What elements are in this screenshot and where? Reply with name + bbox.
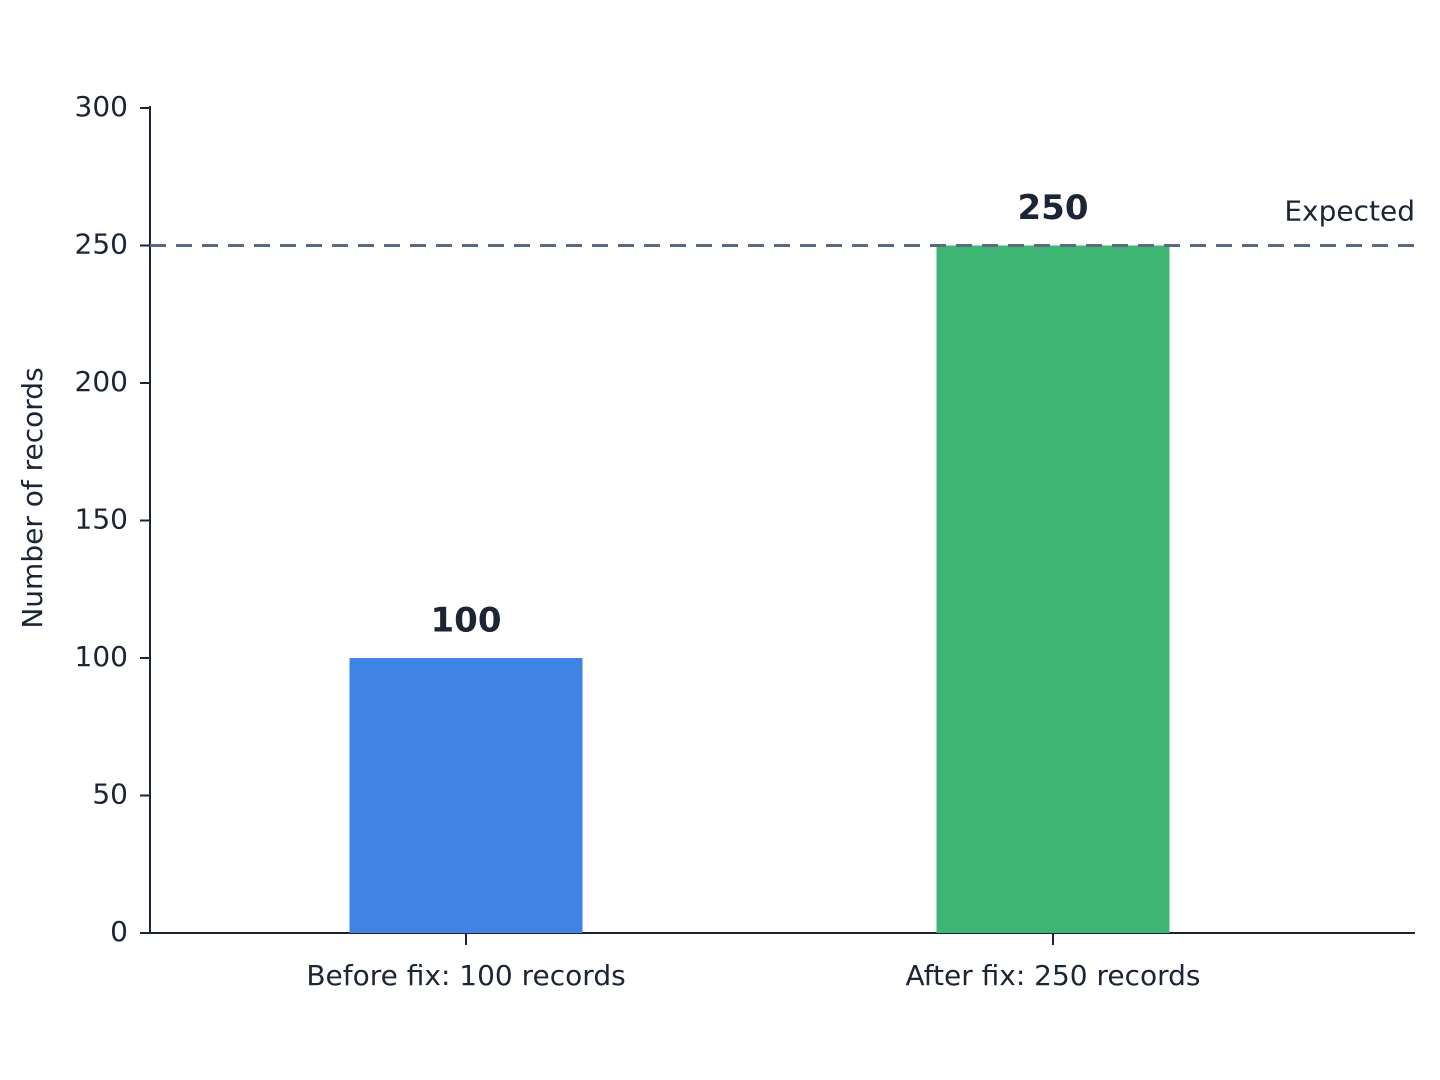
y-axis-label: Number of records (16, 367, 49, 628)
value-label: 250 (1018, 188, 1089, 228)
value-label: 100 (431, 601, 502, 641)
y-tick-label: 100 (75, 640, 128, 673)
reference-label: Expected (1284, 195, 1415, 228)
x-tick-label: Before fix: 100 records (306, 959, 625, 992)
bar (349, 658, 583, 933)
y-tick-label: 150 (75, 503, 128, 536)
y-tick-label: 50 (92, 778, 128, 811)
y-tick-label: 300 (75, 90, 128, 123)
x-tick-label: After fix: 250 records (905, 959, 1200, 992)
y-tick-label: 200 (75, 365, 128, 398)
bar (936, 245, 1170, 933)
y-tick-label: 250 (75, 228, 128, 261)
y-tick-label: 0 (110, 915, 128, 948)
